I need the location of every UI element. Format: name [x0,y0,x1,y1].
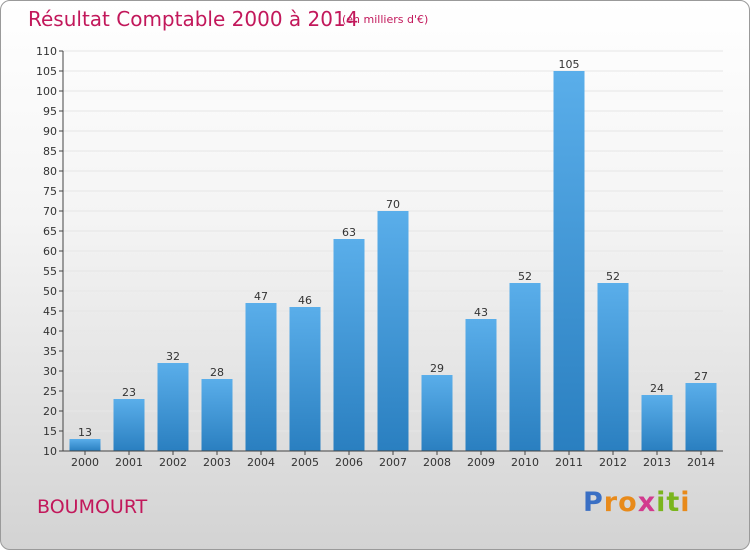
y-tick-label: 35 [43,345,57,358]
chart-subtitle: (en milliers d'€) [342,13,429,26]
bar-2006[interactable] [333,239,365,451]
y-tick-label: 90 [43,125,57,138]
data-label: 47 [254,290,268,303]
y-tick-label: 100 [36,85,57,98]
logo-letter: r [603,487,619,518]
x-tick-label: 2002 [159,456,187,469]
data-label: 52 [606,270,620,283]
x-tick-label: 2005 [291,456,319,469]
bar-2013[interactable] [641,395,673,451]
data-label: 32 [166,350,180,363]
data-label: 63 [342,226,356,239]
y-tick-label: 10 [43,445,57,458]
x-tick-label: 2003 [203,456,231,469]
data-label: 29 [430,362,444,375]
x-tick-label: 2014 [687,456,715,469]
x-tick-label: 2010 [511,456,539,469]
bar-2011[interactable] [553,71,585,451]
y-tick-label: 70 [43,205,57,218]
y-tick-label: 50 [43,285,57,298]
logo-letter: i [656,487,667,518]
y-tick-label: 60 [43,245,57,258]
data-labels: 13 23 32 28 47 46 63 70 29 43 52 105 52 24 27 [78,58,708,439]
chart-title: Résultat Comptable 2000 à 2014 [28,7,359,31]
bar-2001[interactable] [113,399,145,451]
data-label: 23 [122,386,136,399]
commune-name: BOUMOURT [37,496,148,518]
proxiti-logo[interactable]: Proxiti [583,487,691,518]
y-tick-label: 25 [43,385,57,398]
bar-2010[interactable] [509,283,541,451]
x-tick-label: 2001 [115,456,143,469]
data-label: 13 [78,426,92,439]
y-tick-label: 30 [43,365,57,378]
logo-letter: o [618,487,638,518]
y-tick-label: 65 [43,225,57,238]
bar-2008[interactable] [421,375,453,451]
y-tick-label: 80 [43,165,57,178]
data-label: 27 [694,370,708,383]
bars [69,71,717,451]
y-tick-label: 105 [36,65,57,78]
y-tick-label: 95 [43,105,57,118]
y-tick-label: 40 [43,325,57,338]
y-tick-labels: 10 15 20 25 30 35 40 45 50 55 60 65 70 75 80 85 90 95 100 1… [36,45,57,458]
x-tick-label: 2007 [379,456,407,469]
logo-letter: t [666,487,681,518]
x-tick-label: 2012 [599,456,627,469]
data-label: 43 [474,306,488,319]
bar-2005[interactable] [289,307,321,451]
x-tick-label: 2004 [247,456,275,469]
y-tick-label: 20 [43,405,57,418]
logo-letter: i [680,487,691,518]
y-tick-label: 85 [43,145,57,158]
x-tick-label: 2011 [555,456,583,469]
logo-letter: x [637,487,657,518]
x-tick-label: 2008 [423,456,451,469]
data-label: 105 [559,58,580,71]
bar-2003[interactable] [201,379,233,451]
bar-2002[interactable] [157,363,189,451]
y-tick-label: 45 [43,305,57,318]
data-label: 70 [386,198,400,211]
x-tick-labels: 2000 2001 2002 2003 2004 2005 2006 2007 2008 2009… [71,456,715,469]
logo-letter: P [583,487,604,518]
bar-2000[interactable] [69,439,101,451]
y-tick-label: 110 [36,45,57,58]
bar-2007[interactable] [377,211,409,451]
data-label: 52 [518,270,532,283]
bar-2009[interactable] [465,319,497,451]
x-tick-label: 2013 [643,456,671,469]
bar-2014[interactable] [685,383,717,451]
y-tick-label: 75 [43,185,57,198]
bar-2012[interactable] [597,283,629,451]
data-label: 24 [650,382,664,395]
x-tick-label: 2009 [467,456,495,469]
bar-2004[interactable] [245,303,277,451]
x-tick-label: 2006 [335,456,363,469]
x-tick-label: 2000 [71,456,99,469]
axes [59,50,723,455]
data-label: 28 [210,366,224,379]
data-label: 46 [298,294,312,307]
y-tick-label: 55 [43,265,57,278]
y-tick-label: 15 [43,425,57,438]
